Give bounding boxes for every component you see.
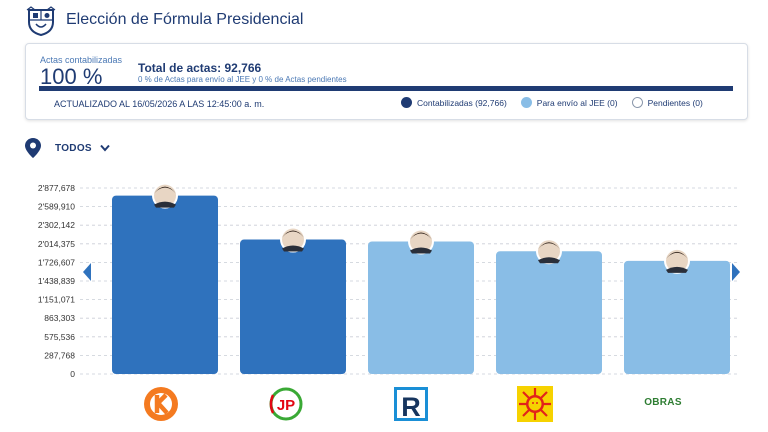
avatar-hair <box>666 251 688 259</box>
summary-card: Actas contabilizadas 100 % Total de acta… <box>25 43 748 120</box>
candidate-avatar <box>152 182 178 209</box>
bar <box>624 260 730 374</box>
legend-item-contabilizadas: Contabilizadas (92,766) <box>401 97 507 108</box>
bar-chart: 0 287,768 575,536 863,303 1'151,071 1'438,839… <box>38 182 740 379</box>
actas-label: Actas contabilizadas <box>40 55 123 65</box>
legend-label: Pendientes (0) <box>647 97 703 108</box>
candidate-avatar <box>408 228 434 255</box>
legend-label: Para envío al JEE (0) <box>536 97 618 108</box>
bar <box>240 239 346 374</box>
y-tick-label: 2'877,678 <box>38 183 75 193</box>
progress-bar <box>39 86 733 91</box>
svg-text:JP: JP <box>277 397 295 414</box>
legend-dot <box>520 97 532 108</box>
avatar-hair <box>154 186 176 194</box>
chevron-right-icon[interactable] <box>732 263 740 281</box>
y-tick-label: 2'589,910 <box>38 202 75 212</box>
legend-item-pendientes: Pendientes (0) <box>631 97 703 108</box>
jp-logo: JP <box>269 387 303 421</box>
avatar-shoulders <box>410 247 432 254</box>
total-actas: Total de actas: 92,766 <box>138 61 262 75</box>
svg-text:R: R <box>401 392 421 422</box>
location-filter[interactable]: TODOS <box>25 138 110 158</box>
avatar-shoulders <box>538 257 560 264</box>
y-tick-label: 287,768 <box>44 350 75 360</box>
peru-coat-of-arms-icon <box>26 6 56 36</box>
obras-logo: OBRAS <box>644 397 682 408</box>
k-orange-logo <box>144 387 178 421</box>
avatar-hair <box>410 232 432 240</box>
y-tick-label: 0 <box>70 369 75 379</box>
legend: Contabilizadas (92,766) Para envío al JE… <box>401 97 703 108</box>
legend-label: Contabilizadas (92,766) <box>417 97 507 108</box>
y-tick-label: 1'151,071 <box>38 295 75 305</box>
chevron-left-icon[interactable] <box>83 263 91 281</box>
legend-dot <box>401 97 412 108</box>
avatar-hair <box>538 242 560 250</box>
y-tick-label: 575,536 <box>44 332 75 342</box>
sun-logo <box>517 386 553 422</box>
progress-fill <box>39 86 733 91</box>
bar <box>112 195 218 374</box>
candidate-avatar <box>664 247 690 274</box>
y-tick-label: 1'438,839 <box>38 276 75 286</box>
legend-item-jee: Para envío al JEE (0) <box>520 97 618 108</box>
avatar-face <box>154 184 176 207</box>
avatar-shoulders <box>666 266 688 273</box>
avatar-face <box>410 230 432 253</box>
chevron-down-icon[interactable] <box>100 144 110 152</box>
updated-timestamp: ACTUALIZADO AL 16/05/2026 A LAS 12:45:00… <box>54 99 265 109</box>
page-title: Elección de Fórmula Presidencial <box>66 11 304 28</box>
candidate-avatar <box>280 226 306 253</box>
legend-dot <box>631 97 643 108</box>
actas-breakdown: 0 % de Actas para envío al JEE y 0 % de … <box>138 75 347 84</box>
candidate-avatar <box>536 238 562 265</box>
avatar-shoulders <box>282 245 304 252</box>
filter-label: TODOS <box>55 142 92 154</box>
bar <box>368 241 474 374</box>
location-pin-icon <box>25 138 41 158</box>
avatar-face <box>538 240 560 263</box>
avatar-hair <box>282 230 304 238</box>
actas-percentage: 100 % <box>40 64 103 89</box>
y-tick-label: 2'014,375 <box>38 239 75 249</box>
y-tick-label: 2'302,142 <box>38 220 75 230</box>
y-tick-label: 1'726,607 <box>38 257 75 267</box>
bar <box>496 251 602 374</box>
header: Elección de Fórmula Presidencial <box>0 0 768 40</box>
y-tick-label: 863,303 <box>44 313 75 323</box>
r-logo: R <box>394 387 428 422</box>
avatar-face <box>282 228 304 251</box>
avatar-shoulders <box>154 201 176 208</box>
avatar-face <box>666 249 688 272</box>
